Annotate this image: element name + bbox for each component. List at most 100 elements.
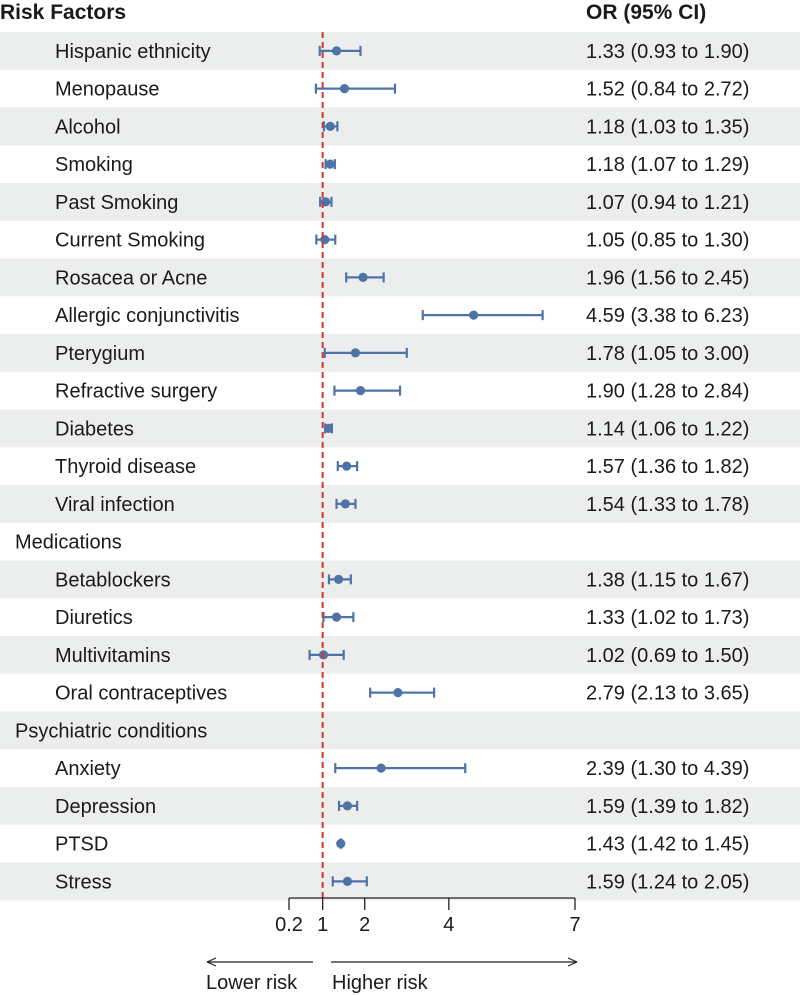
forest-row: Multivitamins 1.02 (0.69 to 1.50): [55, 645, 749, 667]
or-ci-value: 1.90 (1.28 to 2.84): [586, 381, 749, 403]
or-ci-value: 1.54 (1.33 to 1.78): [586, 494, 749, 516]
row-band: [0, 485, 800, 523]
row-label: Stress: [55, 871, 112, 893]
x-tick-label: 2: [359, 914, 370, 936]
or-point: [320, 235, 330, 245]
or-ci-value: 1.07 (0.94 to 1.21): [586, 192, 749, 214]
forest-row: Past Smoking 1.07 (0.94 to 1.21): [55, 192, 749, 214]
row-label: Hispanic ethnicity: [55, 41, 211, 63]
group-label: Psychiatric conditions: [15, 720, 207, 742]
header-risk-factors: Risk Factors: [0, 1, 127, 24]
row-band: [0, 636, 800, 674]
or-ci-value: 4.59 (3.38 to 6.23): [586, 305, 749, 327]
row-label: Thyroid disease: [55, 456, 196, 478]
or-point: [331, 46, 342, 56]
header-or-ci: OR (95% CI): [586, 1, 707, 24]
or-point: [342, 461, 352, 471]
or-point: [323, 423, 334, 433]
row-band: [0, 409, 800, 448]
row-label: Rosacea or Acne: [55, 267, 207, 289]
row-label: Allergic conjunctivitis: [55, 305, 240, 327]
row-label: Past Smoking: [55, 192, 178, 214]
or-point: [325, 159, 335, 169]
x-axis: 0.2 1 2 4 7: [275, 897, 581, 936]
or-ci-value: 1.33 (0.93 to 1.90): [586, 41, 749, 63]
or-ci-value: 1.02 (0.69 to 1.50): [586, 645, 749, 667]
or-point: [376, 763, 386, 773]
row-label: Pterygium: [55, 343, 145, 365]
forest-row: Thyroid disease 1.57 (1.36 to 1.82): [55, 456, 749, 478]
or-ci-value: 2.79 (2.13 to 3.65): [586, 683, 749, 705]
or-ci-value: 1.43 (1.42 to 1.45): [586, 834, 749, 856]
higher-risk-arrowhead: [567, 957, 578, 967]
forest-row: Allergic conjunctivitis 4.59 (3.38 to 6.2…: [55, 305, 749, 327]
group-label: Medications: [15, 532, 122, 554]
or-point: [336, 839, 346, 849]
forest-row: Refractive surgery 1.90 (1.28 to 2.84): [55, 381, 749, 403]
or-point: [355, 386, 366, 396]
lower-risk-arrowhead: [206, 957, 217, 967]
or-ci-value: 1.78 (1.05 to 3.00): [586, 343, 749, 365]
row-band: [0, 787, 800, 825]
forest-row: Betablockers 1.38 (1.15 to 1.67): [55, 569, 749, 591]
forest-row: Diabetes 1.14 (1.06 to 1.22): [55, 418, 749, 440]
row-band: [0, 862, 800, 901]
x-tick-label: 4: [443, 914, 454, 936]
row-label: Alcohol: [55, 116, 121, 138]
forest-row: Oral contraceptives 2.79 (2.13 to 3.65): [55, 683, 749, 705]
or-point: [339, 84, 350, 94]
or-point: [342, 876, 353, 886]
or-ci-value: 1.14 (1.06 to 1.22): [586, 418, 749, 440]
row-band: [0, 711, 800, 750]
row-label: Smoking: [55, 154, 133, 176]
row-label: Anxiety: [55, 758, 121, 780]
or-ci-value: 1.59 (1.24 to 2.05): [586, 871, 749, 893]
or-point: [393, 688, 403, 698]
row-label: Diuretics: [55, 607, 133, 629]
forest-row: Smoking 1.18 (1.07 to 1.29): [55, 154, 749, 176]
or-point: [469, 310, 479, 320]
row-label: Depression: [55, 796, 156, 818]
forest-row: Anxiety 2.39 (1.30 to 4.39): [55, 758, 749, 780]
x-tick-label: 0.2: [275, 914, 303, 936]
forest-row: Hispanic ethnicity 1.33 (0.93 to 1.90): [55, 41, 749, 63]
or-ci-value: 1.59 (1.39 to 1.82): [586, 796, 749, 818]
row-label: Current Smoking: [55, 230, 205, 252]
or-ci-value: 1.05 (0.85 to 1.30): [586, 230, 749, 252]
or-ci-value: 1.38 (1.15 to 1.67): [586, 569, 749, 591]
or-ci-value: 1.96 (1.56 to 2.45): [586, 267, 749, 289]
row-label: Menopause: [55, 79, 160, 101]
row-band: [0, 183, 800, 221]
rows: Hispanic ethnicity 1.33 (0.93 to 1.90) Men…: [15, 41, 749, 894]
forest-row: Stress 1.59 (1.24 to 2.05): [55, 871, 749, 893]
row-label: Viral infection: [55, 494, 175, 516]
or-point: [334, 574, 344, 584]
forest-row: Diuretics 1.33 (1.02 to 1.73): [55, 607, 749, 629]
forest-row: Depression 1.59 (1.39 to 1.82): [55, 796, 749, 818]
forest-row: Alcohol 1.18 (1.03 to 1.35): [55, 116, 749, 138]
row-label: Refractive surgery: [55, 381, 217, 403]
or-point: [340, 499, 350, 509]
direction-indicator: Lower risk Higher risk: [206, 957, 578, 994]
or-ci-value: 1.57 (1.36 to 1.82): [586, 456, 749, 478]
lower-risk-label: Lower risk: [206, 972, 298, 994]
row-label: Diabetes: [55, 418, 134, 440]
row-label: Multivitamins: [55, 645, 171, 667]
row-label: PTSD: [55, 834, 108, 856]
forest-row: PTSD 1.43 (1.42 to 1.45): [55, 834, 749, 856]
or-point: [358, 272, 368, 282]
or-point: [350, 348, 361, 358]
row-band: [0, 258, 800, 297]
or-ci-value: 2.39 (1.30 to 4.39): [586, 758, 749, 780]
x-tick-label: 1: [317, 914, 328, 936]
row-band: [0, 32, 800, 70]
row-band: [0, 560, 800, 599]
or-point: [325, 121, 335, 131]
forest-row: Viral infection 1.54 (1.33 to 1.78): [55, 494, 749, 516]
or-point: [331, 612, 342, 622]
forest-row: Menopause 1.52 (0.84 to 2.72): [55, 79, 749, 101]
higher-risk-label: Higher risk: [332, 972, 429, 994]
or-point: [342, 801, 353, 811]
forest-row: Current Smoking 1.05 (0.85 to 1.30): [55, 230, 749, 252]
